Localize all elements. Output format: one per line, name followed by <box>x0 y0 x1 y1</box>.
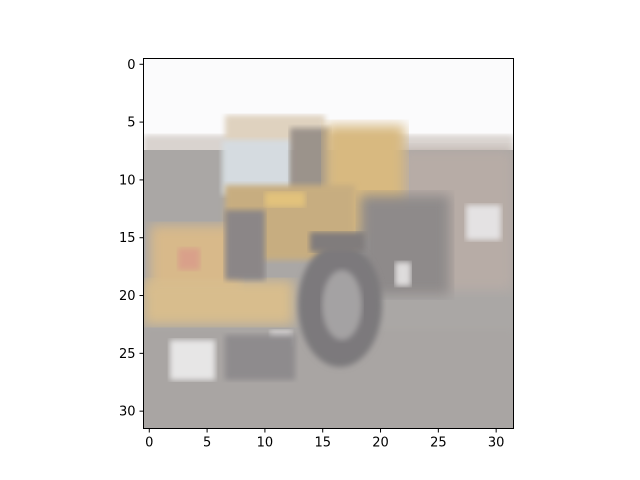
under-structure <box>225 210 265 280</box>
y-tick-label: 15 <box>119 231 136 246</box>
yellow-panel <box>265 192 305 207</box>
x-tick-label: 15 <box>314 436 331 451</box>
y-tick-label: 0 <box>127 58 135 73</box>
y-tick-label: 5 <box>127 116 135 131</box>
loader-vehicle <box>143 115 450 380</box>
axes-frame <box>143 58 514 429</box>
x-axis: 0 5 10 15 20 25 30 <box>145 428 505 451</box>
x-tick-label: 10 <box>257 436 274 451</box>
x-tick-label: 0 <box>145 436 153 451</box>
x-tick-label: 25 <box>430 436 447 451</box>
y-tick-label: 25 <box>119 347 136 362</box>
bucket <box>143 280 294 325</box>
wheel-hub <box>322 270 362 340</box>
y-tick-label: 30 <box>119 405 136 420</box>
x-tick-label: 20 <box>372 436 389 451</box>
y-tick-label: 20 <box>119 289 136 304</box>
bright-spot-left <box>170 340 215 380</box>
dark-ground-patch <box>225 335 295 380</box>
white-patch-right <box>466 205 501 240</box>
x-tick-label: 5 <box>203 436 211 451</box>
white-spot <box>395 262 411 286</box>
red-mark <box>178 248 200 270</box>
y-axis: 0 5 10 15 20 25 30 <box>119 58 144 420</box>
wheel-top <box>310 232 365 252</box>
x-tick-label: 30 <box>488 436 505 451</box>
photo-image <box>143 58 514 429</box>
y-tick-label: 10 <box>119 173 136 188</box>
